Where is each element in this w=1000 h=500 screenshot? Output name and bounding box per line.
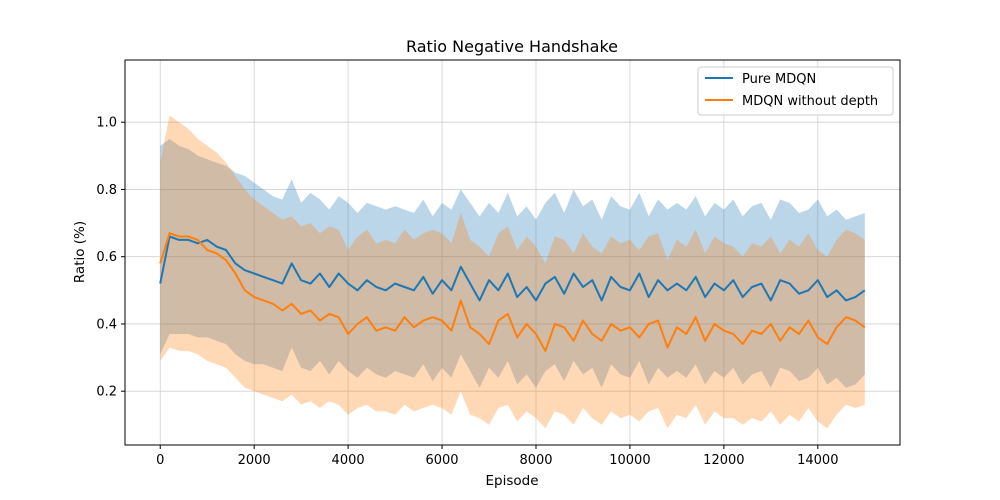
y-tick-label: 0.6 [96, 250, 117, 265]
x-tick-label: 4000 [332, 453, 365, 468]
y-tick-label: 0.8 [96, 183, 117, 198]
x-tick-label: 10000 [609, 453, 650, 468]
y-axis-ticks: 0.2 0.4 0.6 0.8 1.0 [96, 116, 125, 400]
band-series-0 [160, 139, 865, 388]
confidence-bands [160, 115, 865, 429]
legend-label-mdqn-without-depth: MDQN without depth [742, 94, 878, 109]
y-axis-label: Ratio (%) [72, 221, 88, 283]
line-series-0 [159, 235, 866, 302]
legend: Pure MDQN MDQN without depth [697, 66, 894, 116]
plot-frame [124, 59, 901, 446]
legend-label-pure-mdqn: Pure MDQN [742, 72, 816, 87]
x-axis-label: Episode [485, 473, 538, 489]
x-tick-label: 6000 [425, 453, 458, 468]
x-axis-ticks: 0 2000 4000 6000 8000 10000 12000 14000 [156, 445, 838, 468]
y-tick-label: 0.2 [96, 385, 117, 400]
legend-box [697, 66, 894, 116]
y-tick-label: 0.4 [96, 317, 117, 332]
x-tick-label: 8000 [519, 453, 552, 468]
x-tick-label: 0 [156, 453, 164, 468]
x-tick-label: 14000 [797, 453, 838, 468]
x-tick-label: 2000 [238, 453, 271, 468]
band-series-1 [160, 115, 865, 429]
y-tick-label: 1.0 [96, 116, 117, 131]
chart-title: Ratio Negative Handshake [406, 37, 618, 56]
x-tick-label: 12000 [703, 453, 744, 468]
series-lines [159, 232, 866, 352]
line-series-1 [159, 232, 866, 352]
